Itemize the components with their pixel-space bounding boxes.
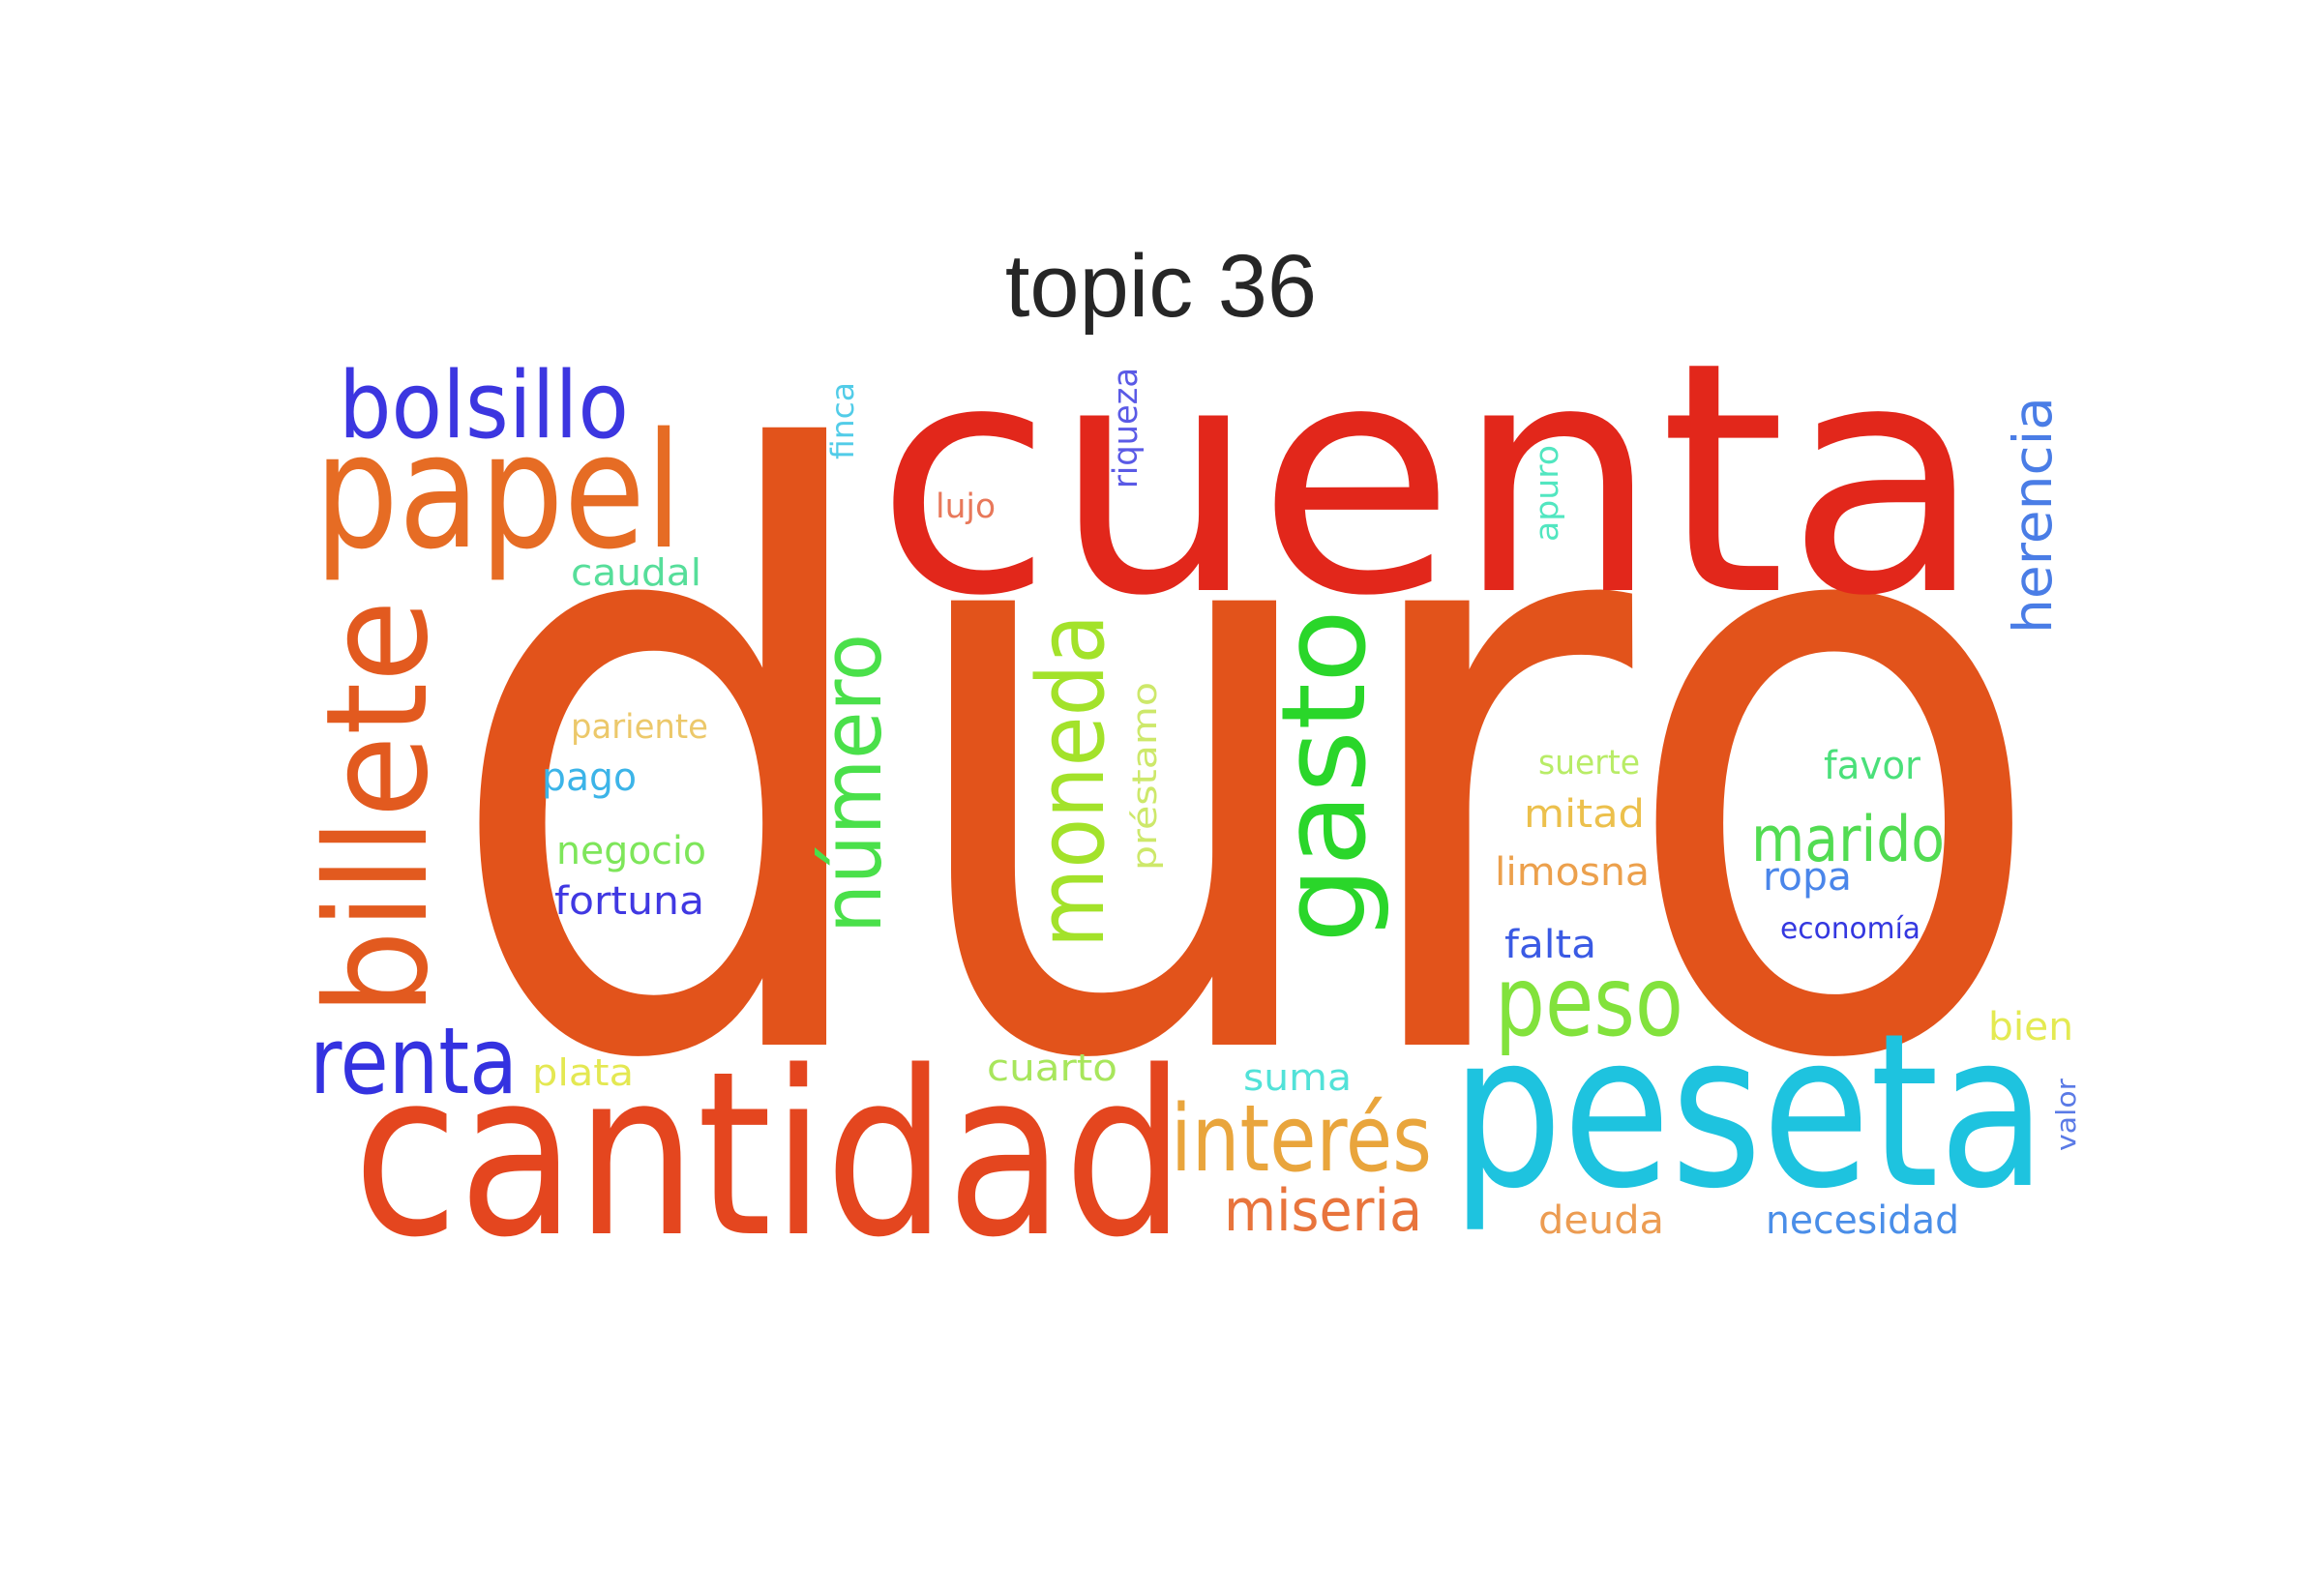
word-herencia: herencia <box>2002 397 2064 634</box>
word-riqueza: riqueza <box>1107 368 1146 488</box>
word-negocio: negocio <box>556 829 706 873</box>
word-favor: favor <box>1824 744 1921 788</box>
word-cuenta: cuenta <box>876 294 1983 665</box>
word-bolsillo: bolsillo <box>339 353 629 459</box>
word-lujo: lujo <box>936 488 996 526</box>
word-renta: renta <box>310 1009 518 1115</box>
word-suma: suma <box>1243 1056 1352 1099</box>
word-finca: finca <box>824 382 861 459</box>
word-peso: peso <box>1495 945 1683 1058</box>
word-necesidad: necesidad <box>1766 1198 1959 1243</box>
word-papel: papel <box>314 399 682 584</box>
word-suerte: suerte <box>1538 744 1640 783</box>
word-interes: interés <box>1171 1086 1432 1193</box>
word-apuro: apuro <box>1528 445 1565 542</box>
word-pago: pago <box>542 755 637 800</box>
word-bien: bien <box>1988 1005 2073 1049</box>
word-caudal: caudal <box>571 551 701 594</box>
word-numero: número <box>805 634 901 933</box>
word-peseta: peseta <box>1451 988 2046 1235</box>
word-ropa: ropa <box>1763 855 1852 900</box>
word-cantidad: cantidad <box>353 1023 1185 1287</box>
word-mitad: mitad <box>1524 792 1645 837</box>
word-pariente: pariente <box>571 708 708 747</box>
word-billete: billete <box>296 600 460 1016</box>
word-fortuna: fortuna <box>554 879 704 924</box>
word-marido: marido <box>1751 804 1945 876</box>
chart-title: topic 36 <box>1004 237 1318 336</box>
word-gasto: gasto <box>1258 609 1392 943</box>
word-prestamo: préstamo <box>1126 682 1165 871</box>
word-duro: duro <box>440 291 2051 1237</box>
word-cuarto: cuarto <box>987 1047 1117 1089</box>
word-falta: falta <box>1504 923 1596 967</box>
word-plata: plata <box>532 1051 634 1094</box>
word-limosna: limosna <box>1495 850 1650 895</box>
word-valor: valor <box>2050 1078 2082 1151</box>
word-economia: economía <box>1780 912 1920 946</box>
word-miseria: miseria <box>1224 1177 1422 1245</box>
word-deuda: deuda <box>1538 1198 1664 1243</box>
word-moneda: moneda <box>1019 614 1125 948</box>
